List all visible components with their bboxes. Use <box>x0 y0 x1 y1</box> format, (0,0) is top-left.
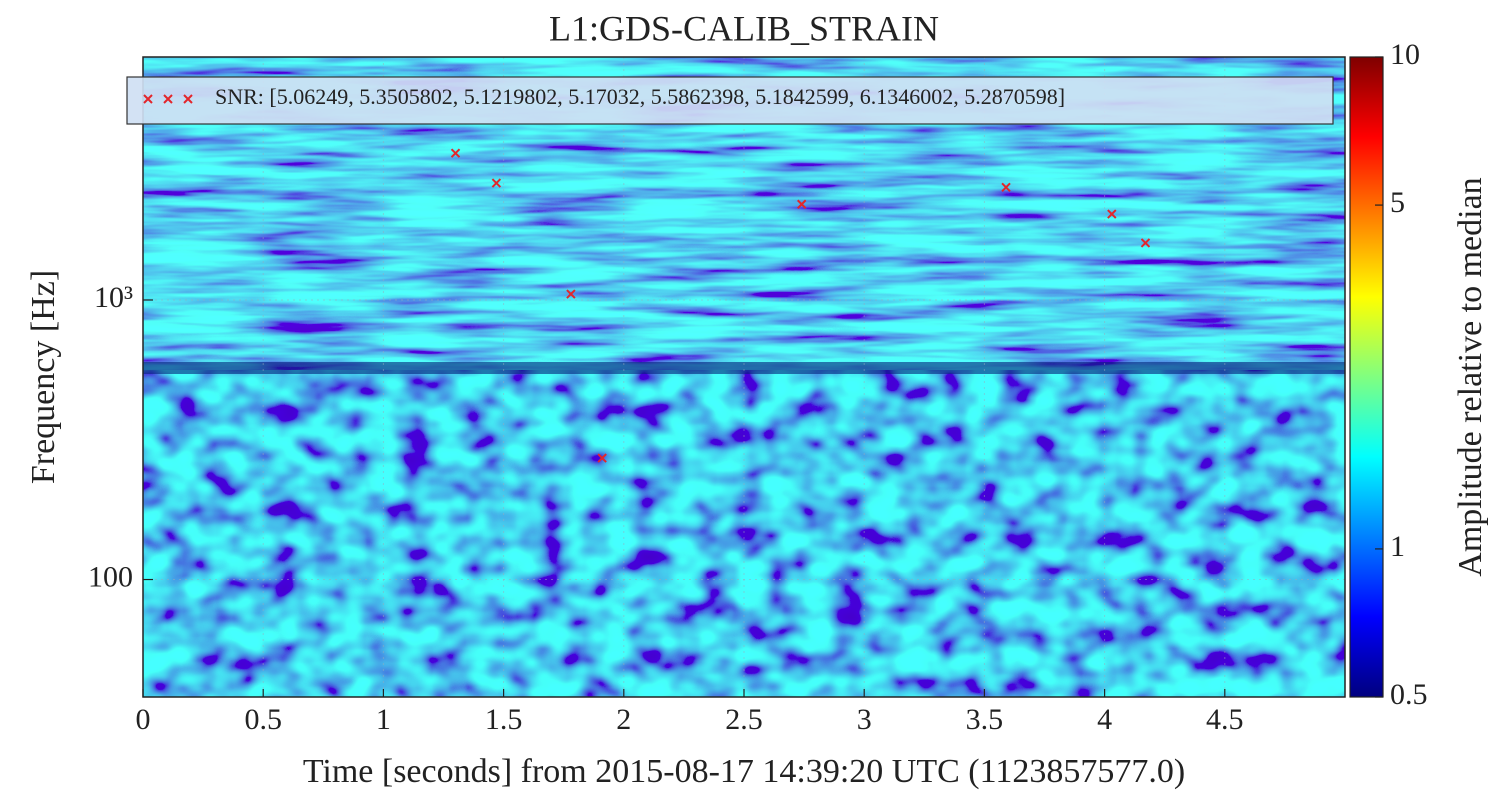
x-tick-label: 2.5 <box>725 703 763 736</box>
x-tick-label: 2 <box>616 703 631 736</box>
colorbar <box>1350 57 1383 697</box>
colorbar-tick-label: 10 <box>1390 38 1420 71</box>
x-tick-label: 3.5 <box>966 703 1004 736</box>
colorbar-label: Amplitude relative to median <box>1452 177 1489 576</box>
legend-label: SNR: [5.06249, 5.3505802, 5.1219802, 5.1… <box>215 84 1065 109</box>
y-axis-label: Frequency [Hz] <box>25 270 62 484</box>
x-tick-label: 1 <box>376 703 391 736</box>
legend: SNR: [5.06249, 5.3505802, 5.1219802, 5.1… <box>127 77 1333 124</box>
texture-low <box>143 370 1345 697</box>
x-tick-label: 3 <box>857 703 872 736</box>
x-tick-label: 4.5 <box>1206 703 1244 736</box>
x-tick-label: 4 <box>1097 703 1112 736</box>
x-axis-label: Time [seconds] from 2015-08-17 14:39:20 … <box>303 753 1185 790</box>
x-tick-label: 0.5 <box>244 703 282 736</box>
colorbar-tick-label: 0.5 <box>1390 678 1428 711</box>
colorbar-tick-label: 1 <box>1390 530 1405 563</box>
chart: L1:GDS-CALIB_STRAIN Time [seconds] from … <box>0 0 1504 802</box>
x-tick-label: 1.5 <box>485 703 523 736</box>
y-tick-label: 100 <box>88 560 133 593</box>
y-tick-label: 10³ <box>94 281 133 314</box>
colorbar-tick-label: 5 <box>1390 186 1405 219</box>
chart-title: L1:GDS-CALIB_STRAIN <box>549 8 939 48</box>
x-tick-label: 0 <box>136 703 151 736</box>
